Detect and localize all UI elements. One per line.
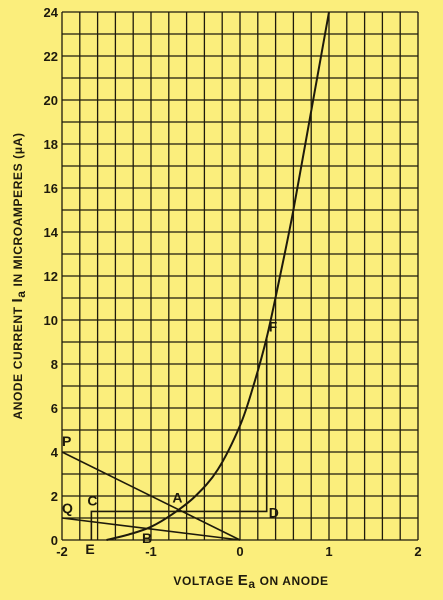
y-tick-label: 18 [44, 137, 58, 152]
y-tick-label: 20 [44, 93, 58, 108]
plot-lines [61, 11, 330, 541]
characteristic-curve [106, 11, 330, 541]
point-label: Q [62, 500, 73, 516]
point-label: A [172, 490, 182, 506]
y-tick-label: 22 [44, 49, 58, 64]
point-label: E [85, 541, 94, 557]
y-tick-label: 10 [44, 313, 58, 328]
y-axis-label: ANODE CURRENT Ia IN MICROAMPERES (μA) [9, 132, 28, 419]
load-line [61, 451, 241, 541]
construction-line [90, 337, 268, 540]
point-label: P [62, 433, 71, 449]
point-label: B [142, 530, 152, 546]
point-label: D [269, 504, 279, 520]
y-tick-label: 14 [44, 225, 59, 240]
y-tick-label: 4 [51, 445, 59, 460]
y-tick-label: 6 [51, 401, 58, 416]
grid [61, 11, 419, 541]
x-axis-label: VOLTAGE Ea ON ANODE [173, 572, 328, 591]
y-tick-label: 24 [44, 5, 59, 20]
y-tick-label: 0 [51, 533, 58, 548]
point-labels: P Q C E A B D F [62, 319, 279, 557]
y-tick-label: 8 [51, 357, 58, 372]
y-tick-label: 16 [44, 181, 58, 196]
y-tick-label: 12 [44, 269, 58, 284]
point-label: F [269, 319, 278, 335]
x-tick-label: -1 [145, 544, 157, 559]
y-tick-label: 2 [51, 489, 58, 504]
x-tick-label: -2 [56, 544, 68, 559]
x-tick-labels: -2 -1 0 1 2 [56, 544, 421, 559]
x-tick-label: 2 [414, 544, 421, 559]
x-tick-label: 0 [236, 544, 243, 559]
x-tick-label: 1 [325, 544, 332, 559]
point-label: C [87, 492, 97, 508]
